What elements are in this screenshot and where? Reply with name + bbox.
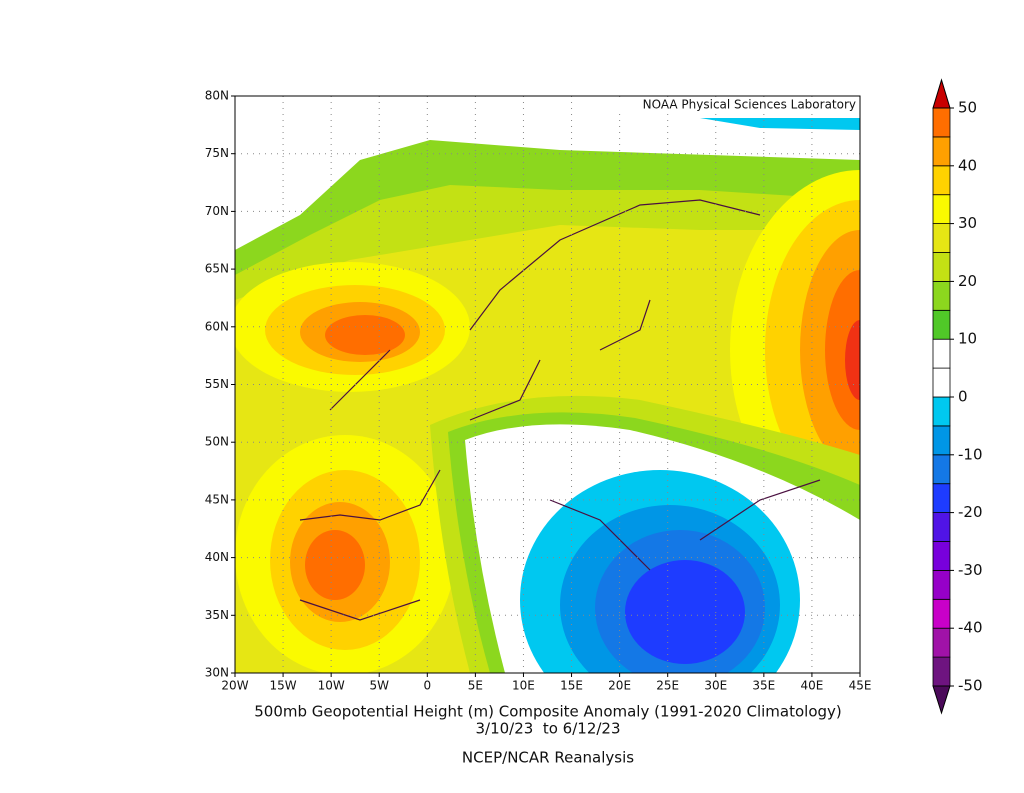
colorbar-band [932, 309, 951, 340]
colorbar-label: 20 [958, 272, 977, 290]
colorbar-band [932, 656, 951, 687]
source: NCEP/NCAR Reanalysis [462, 749, 634, 767]
y-tick-label: 50N [205, 435, 229, 449]
x-tick-label: 30E [704, 679, 727, 693]
x-tick-label: 0 [423, 679, 431, 693]
colorbar-extend-low [932, 685, 951, 715]
colorbar-label: -20 [958, 503, 983, 521]
colorbar-label: -10 [958, 445, 983, 463]
x-tick-label: 40E [800, 679, 823, 693]
colorbar-label: -50 [958, 677, 983, 695]
x-tick-label: 10E [512, 679, 535, 693]
y-tick-label: 80N [205, 89, 229, 103]
x-tick-label: 15E [560, 679, 583, 693]
contour [305, 530, 365, 600]
colorbar-band [932, 367, 951, 398]
y-tick-label: 30N [205, 666, 229, 680]
colorbar-label: 40 [958, 156, 977, 174]
colorbar-band [932, 136, 951, 167]
anomaly-field [235, 96, 860, 673]
x-tick-label: 35E [752, 679, 775, 693]
colorbar-label: -40 [958, 619, 983, 637]
colorbar-band [932, 627, 951, 658]
colorbar-label: 0 [958, 388, 968, 406]
y-tick-label: 75N [205, 146, 229, 160]
y-tick-label: 70N [205, 204, 229, 218]
credit-box [590, 97, 859, 114]
colorbar-band [932, 512, 951, 542]
x-tick-label: 25E [656, 679, 679, 693]
colorbar-band [932, 570, 951, 600]
y-tick-label: 65N [205, 262, 229, 276]
contour [625, 560, 745, 664]
colorbar-band [932, 396, 951, 427]
period: 3/10/23 to 6/12/23 [475, 720, 620, 738]
colorbar-band [932, 483, 951, 514]
colorbar-label: 50 [958, 99, 977, 117]
y-tick-label: 45N [205, 492, 229, 506]
x-tick-label: 5W [369, 679, 389, 693]
y-tick-label: 40N [205, 550, 229, 564]
colorbar-band [932, 223, 951, 253]
colorbar-band [932, 165, 951, 196]
colorbar-label: 10 [958, 330, 977, 348]
x-tick-label: 15W [270, 679, 297, 693]
colorbar-band [932, 252, 951, 282]
y-tick-label: 55N [205, 377, 229, 391]
x-tick-label: 20E [608, 679, 631, 693]
colorbar-label: 30 [958, 214, 977, 232]
colorbar-band [932, 454, 951, 485]
contour [845, 320, 860, 400]
credit: NOAA Physical Sciences Laboratory [643, 98, 856, 112]
colorbar-label: -30 [958, 561, 983, 579]
x-tick-label: 5E [468, 679, 483, 693]
colorbar-band [932, 541, 951, 571]
y-tick-label: 35N [205, 608, 229, 622]
colorbar-band [932, 280, 951, 311]
contour [325, 315, 405, 355]
colorbar-band [932, 107, 951, 138]
y-tick-label: 60N [205, 319, 229, 333]
colorbar-band [932, 338, 951, 369]
x-tick-label: 20W [221, 679, 248, 693]
colorbar-band [932, 194, 951, 224]
colorbar-band [932, 598, 951, 629]
title: 500mb Geopotential Height (m) Composite … [254, 703, 842, 721]
colorbar-extend-high [932, 78, 951, 109]
contour [700, 118, 860, 130]
x-tick-label: 45E [849, 679, 872, 693]
colorbar-band [932, 425, 951, 456]
x-tick-label: 10W [318, 679, 345, 693]
coastline [299, 199, 821, 621]
